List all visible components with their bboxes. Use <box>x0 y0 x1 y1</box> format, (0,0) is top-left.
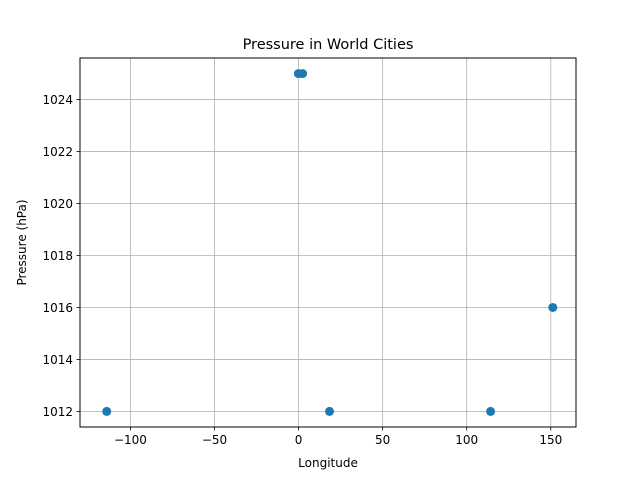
y-axis-label: Pressure (hPa) <box>15 199 29 285</box>
x-axis-ticks: −100 −50 0 50 100 150 <box>114 427 562 447</box>
data-point <box>548 302 558 312</box>
data-point <box>298 69 308 79</box>
y-tick-label: 1022 <box>42 145 73 159</box>
chart-title: Pressure in World Cities <box>243 37 414 53</box>
y-tick-label: 1020 <box>42 197 73 211</box>
y-tick-label: 1016 <box>42 301 73 315</box>
y-tick-label: 1014 <box>42 353 73 367</box>
x-tick-label: 0 <box>295 433 303 447</box>
data-point <box>325 406 335 416</box>
y-tick-label: 1018 <box>42 249 73 263</box>
x-tick-label: −50 <box>202 433 227 447</box>
plot-frame <box>79 57 577 428</box>
x-tick-label: 50 <box>375 433 390 447</box>
data-points <box>102 69 558 416</box>
y-axis-ticks: 1012 1014 1016 1018 1020 1022 1024 <box>42 93 80 419</box>
x-tick-label: 100 <box>455 433 478 447</box>
x-axis-label: Longitude <box>298 456 358 470</box>
plot-area <box>80 58 576 427</box>
y-tick-label: 1012 <box>42 405 73 419</box>
data-point <box>102 406 112 416</box>
data-point <box>486 406 496 416</box>
y-tick-label: 1024 <box>42 93 73 107</box>
grid-lines <box>80 58 576 427</box>
x-tick-label: −100 <box>114 433 147 447</box>
x-tick-label: 150 <box>539 433 562 447</box>
